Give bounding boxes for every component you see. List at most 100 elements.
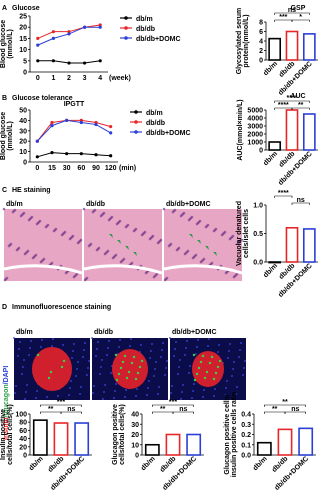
y-tick-label: 20 bbox=[19, 444, 27, 451]
x-tick-label: db/m bbox=[262, 262, 279, 279]
y-tick-label: 50 bbox=[19, 108, 27, 115]
dapi bbox=[235, 393, 237, 395]
bracket bbox=[172, 411, 194, 414]
glucagon bbox=[127, 370, 131, 374]
glucagon bbox=[138, 365, 142, 369]
nucleus bbox=[223, 230, 227, 234]
dapi bbox=[100, 366, 102, 368]
point bbox=[94, 122, 98, 127]
panel-letter: C bbox=[2, 187, 7, 194]
dapi bbox=[175, 341, 177, 343]
y-tick-label: 0 bbox=[23, 453, 27, 460]
dapi bbox=[108, 340, 110, 342]
y-label: Blood glucose(mmol/L) bbox=[0, 112, 14, 160]
dapi bbox=[51, 345, 53, 347]
nucleus bbox=[118, 219, 122, 223]
islet bbox=[112, 349, 148, 389]
bar bbox=[268, 261, 282, 264]
significance: *** bbox=[57, 399, 65, 406]
x-tick-label: 60 bbox=[77, 165, 85, 172]
chart-title: AUC bbox=[290, 93, 305, 100]
glucagon bbox=[208, 361, 212, 365]
dapi bbox=[165, 367, 167, 369]
significance: ns bbox=[67, 406, 75, 413]
y-tick-label: 0 bbox=[135, 453, 139, 460]
dapi bbox=[135, 395, 137, 397]
y-tick-label: 40 bbox=[131, 412, 139, 419]
nucleus bbox=[93, 208, 97, 212]
glucagon bbox=[62, 359, 66, 363]
glucagon bbox=[214, 371, 218, 375]
dapi bbox=[185, 347, 187, 349]
nucleus bbox=[26, 249, 30, 253]
y-label-line: cells/total cells(%) bbox=[119, 404, 126, 465]
nucleus bbox=[42, 257, 46, 261]
bar bbox=[302, 33, 316, 61]
point bbox=[65, 118, 69, 122]
dapi bbox=[22, 366, 24, 368]
y-label-line: Glycosylated serum bbox=[236, 8, 243, 75]
y-label: Glucagon positive cells/insulin positive… bbox=[224, 392, 238, 478]
point bbox=[67, 61, 71, 65]
point bbox=[109, 131, 113, 135]
legend-marker bbox=[124, 16, 128, 20]
dapi bbox=[136, 388, 138, 390]
significance: ** bbox=[160, 406, 166, 413]
nucleus bbox=[75, 272, 79, 276]
y-tick-label: 10 bbox=[19, 149, 27, 156]
dapi bbox=[161, 349, 163, 351]
dapi bbox=[228, 350, 230, 352]
dapi bbox=[193, 383, 195, 385]
point bbox=[94, 153, 98, 157]
bar bbox=[285, 30, 299, 61]
arrow bbox=[117, 240, 121, 244]
x-tick-label: db/db bbox=[271, 455, 289, 473]
panel-title: HE staining bbox=[12, 187, 51, 194]
nucleus bbox=[63, 230, 67, 234]
y-tick-label: 60 bbox=[19, 428, 27, 435]
significance: ns bbox=[297, 197, 305, 204]
dapi bbox=[155, 361, 157, 363]
dapi bbox=[96, 348, 98, 350]
bracket bbox=[274, 12, 310, 15]
nucleus bbox=[155, 272, 159, 276]
glucagon bbox=[201, 354, 205, 358]
nucleus bbox=[110, 215, 114, 219]
nucleus bbox=[114, 253, 118, 257]
stain-part: /glucagon bbox=[3, 384, 10, 417]
dapi bbox=[242, 374, 244, 376]
point bbox=[51, 30, 56, 34]
x-label: (week) bbox=[109, 75, 131, 82]
dapi bbox=[158, 386, 160, 388]
dapi bbox=[229, 343, 231, 345]
dapi bbox=[92, 392, 94, 394]
vessel bbox=[163, 264, 243, 275]
y-label-line: Insulin positive bbox=[0, 409, 7, 460]
arrow bbox=[133, 252, 137, 256]
glucagon bbox=[123, 354, 127, 358]
y-tick-label: 0.3 bbox=[241, 422, 251, 429]
dapi bbox=[13, 337, 15, 339]
dapi bbox=[146, 394, 148, 396]
series-line bbox=[37, 152, 111, 158]
dapi bbox=[186, 340, 188, 342]
dapi bbox=[177, 373, 179, 375]
nucleus bbox=[143, 230, 147, 234]
bracket bbox=[291, 19, 310, 22]
bar bbox=[302, 113, 316, 151]
image-label: db/db bbox=[94, 329, 113, 336]
legend-marker bbox=[124, 36, 128, 40]
y-tick-label: 1.0 bbox=[253, 203, 263, 210]
nucleus bbox=[46, 223, 50, 227]
dapi bbox=[82, 356, 84, 358]
dapi bbox=[236, 386, 238, 388]
y-label-line: insulin positive cells ratio bbox=[231, 392, 238, 478]
point bbox=[98, 59, 102, 63]
dapi bbox=[23, 359, 25, 361]
nucleus bbox=[85, 276, 89, 280]
glucagon bbox=[115, 378, 119, 382]
dapi bbox=[240, 342, 242, 344]
nucleus bbox=[210, 261, 214, 265]
series-line bbox=[36, 119, 111, 142]
y-label: Blood glucose(mmol/L) bbox=[0, 20, 14, 68]
